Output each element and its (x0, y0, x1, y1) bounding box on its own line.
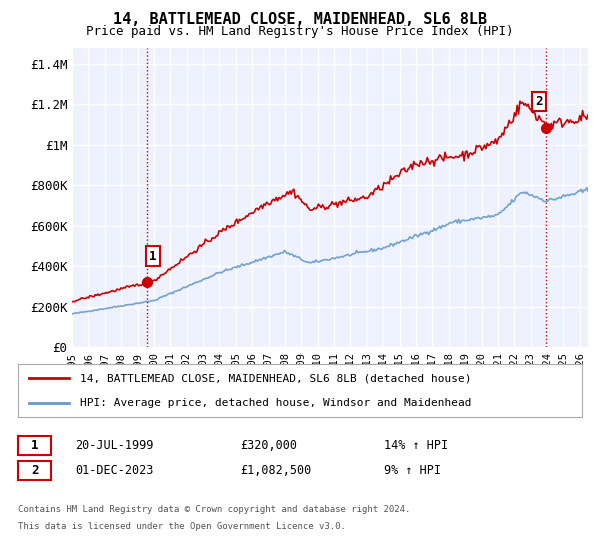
Text: £1,082,500: £1,082,500 (240, 464, 311, 477)
Text: HPI: Average price, detached house, Windsor and Maidenhead: HPI: Average price, detached house, Wind… (80, 398, 472, 408)
Text: 01-DEC-2023: 01-DEC-2023 (75, 464, 154, 477)
Text: 1: 1 (31, 439, 38, 452)
Text: Price paid vs. HM Land Registry's House Price Index (HPI): Price paid vs. HM Land Registry's House … (86, 25, 514, 38)
Text: This data is licensed under the Open Government Licence v3.0.: This data is licensed under the Open Gov… (18, 522, 346, 531)
Text: 14% ↑ HPI: 14% ↑ HPI (384, 438, 448, 452)
Text: Contains HM Land Registry data © Crown copyright and database right 2024.: Contains HM Land Registry data © Crown c… (18, 505, 410, 514)
Text: 9% ↑ HPI: 9% ↑ HPI (384, 464, 441, 477)
Text: 14, BATTLEMEAD CLOSE, MAIDENHEAD, SL6 8LB (detached house): 14, BATTLEMEAD CLOSE, MAIDENHEAD, SL6 8L… (80, 374, 472, 384)
Text: £320,000: £320,000 (240, 438, 297, 452)
Text: 2: 2 (31, 464, 38, 478)
Text: 2: 2 (535, 95, 543, 108)
Text: 14, BATTLEMEAD CLOSE, MAIDENHEAD, SL6 8LB: 14, BATTLEMEAD CLOSE, MAIDENHEAD, SL6 8L… (113, 12, 487, 27)
Text: 20-JUL-1999: 20-JUL-1999 (75, 438, 154, 452)
Text: 1: 1 (149, 250, 157, 263)
